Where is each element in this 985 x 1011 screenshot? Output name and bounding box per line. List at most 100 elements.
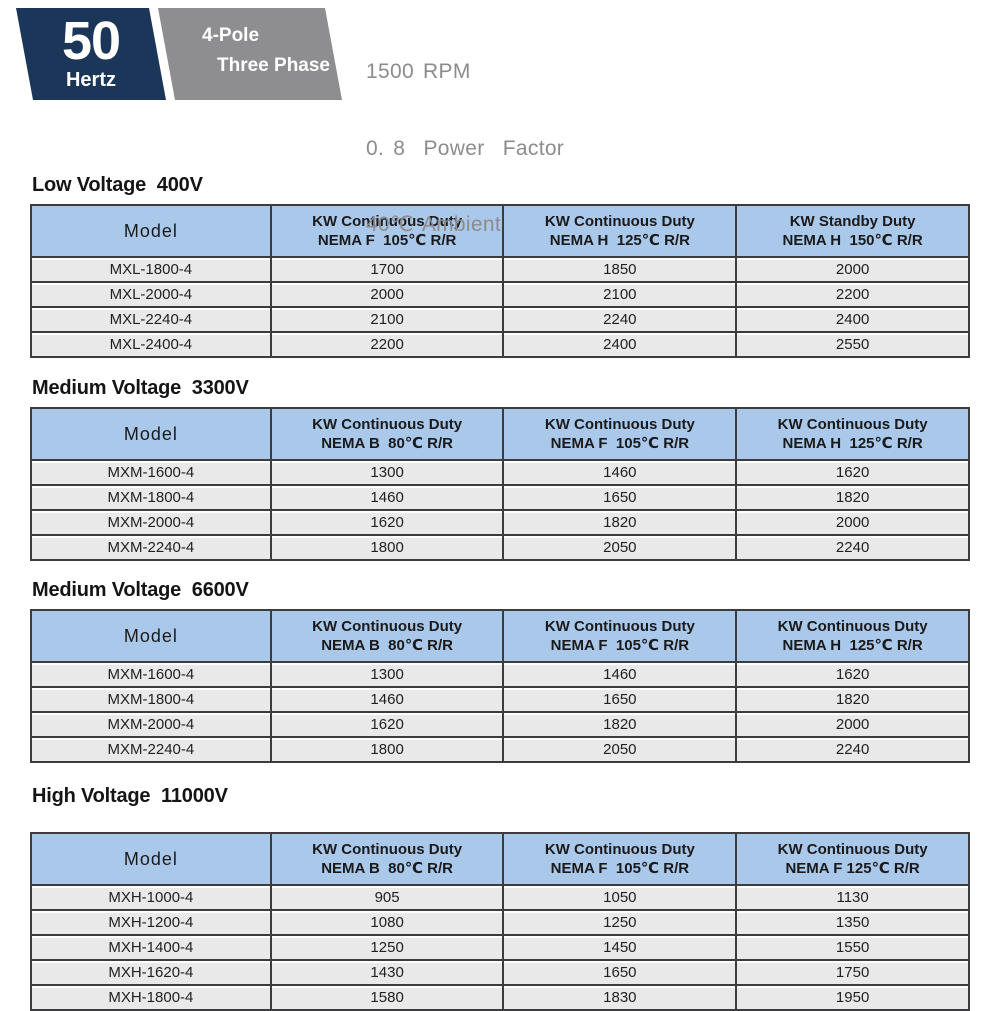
table-row: MXH-1000-4 905 1050 1130: [32, 884, 968, 909]
table-row: MXM-2240-4 1800 2050 2240: [32, 534, 968, 559]
model-cell: MXH-1200-4: [32, 909, 270, 934]
model-cell: MXH-1800-4: [32, 984, 270, 1009]
pole-phase-badge: 4-Pole Three Phase: [158, 8, 342, 100]
value-cell: 1250: [269, 934, 503, 959]
column-header: KW Continuous Duty NEMA B 80℃ R/R: [269, 834, 503, 884]
header-row: Model KW Continuous Duty NEMA B 80℃ R/R …: [32, 409, 968, 459]
model-cell: MXM-2000-4: [32, 711, 270, 736]
column-header: KW Continuous Duty NEMA H 125℃ R/R: [502, 206, 736, 256]
model-cell: MXM-2000-4: [32, 509, 270, 534]
model-cell: MXL-2240-4: [32, 306, 270, 331]
model-cell: MXM-2240-4: [32, 534, 270, 559]
header-line: KW Continuous Duty: [312, 416, 463, 433]
column-header: KW Continuous Duty NEMA B 80℃ R/R: [269, 409, 503, 459]
model-cell: MXL-2400-4: [32, 331, 270, 356]
model-cell: MXM-1600-4: [32, 459, 270, 484]
value-cell: 1800: [269, 534, 503, 559]
header-line: NEMA H 125℃ R/R: [782, 435, 923, 452]
value-cell: 2100: [269, 306, 503, 331]
value-cell: 1830: [502, 984, 736, 1009]
header-row: Model KW Continuous Duty NEMA F 105℃ R/R…: [32, 206, 968, 256]
specs-block: 1500 RPM 0. 8 Power Factor 40℃ Ambient: [366, 8, 564, 289]
header-row: Model KW Continuous Duty NEMA B 80℃ R/R …: [32, 834, 968, 884]
table-row: MXM-1800-4 1460 1650 1820: [32, 484, 968, 509]
column-header: KW Standby Duty NEMA H 150℃ R/R: [735, 206, 968, 256]
rpm-text: 1500 RPM: [366, 60, 471, 83]
frequency-badge: 50 Hertz: [16, 8, 166, 100]
value-cell: 1620: [735, 661, 968, 686]
section-title-low-voltage: Low Voltage 400V: [32, 174, 203, 196]
value-cell: 2000: [735, 509, 968, 534]
value-cell: 2000: [269, 281, 503, 306]
header-line: NEMA F 105℃ R/R: [317, 232, 457, 249]
value-cell: 1460: [269, 484, 503, 509]
value-cell: 1820: [502, 711, 736, 736]
value-cell: 1130: [735, 884, 968, 909]
table-row: MXL-1800-4 1700 1850 2000: [32, 256, 968, 281]
table-row: MXM-1600-4 1300 1460 1620: [32, 459, 968, 484]
value-cell: 1350: [735, 909, 968, 934]
table-row: MXH-1620-4 1430 1650 1750: [32, 959, 968, 984]
header-line: NEMA B 80℃ R/R: [321, 435, 454, 452]
table-row: MXM-2000-4 1620 1820 2000: [32, 711, 968, 736]
value-cell: 1750: [735, 959, 968, 984]
column-header-model: Model: [32, 611, 270, 661]
value-cell: 1820: [735, 484, 968, 509]
section-title-medium-voltage-3300: Medium Voltage 3300V: [32, 377, 249, 399]
value-cell: 1300: [269, 661, 503, 686]
value-cell: 2200: [735, 281, 968, 306]
column-header: KW Continuous Duty NEMA F 105℃ R/R: [502, 409, 736, 459]
header-line: NEMA F 105℃ R/R: [550, 637, 690, 654]
model-cell: MXL-1800-4: [32, 256, 270, 281]
header-line: KW Continuous Duty: [312, 213, 463, 230]
ambient-text: 40℃ Ambient: [366, 213, 501, 236]
value-cell: 2240: [502, 306, 736, 331]
value-cell: 2050: [502, 534, 736, 559]
spec-table-medium-voltage-3300: Model KW Continuous Duty NEMA B 80℃ R/R …: [30, 407, 970, 561]
value-cell: 2400: [735, 306, 968, 331]
spec-table-low-voltage: Model KW Continuous Duty NEMA F 105℃ R/R…: [30, 204, 970, 358]
column-header-model: Model: [32, 206, 270, 256]
value-cell: 1800: [269, 736, 503, 761]
header-line: KW Continuous Duty: [544, 841, 695, 858]
table-row: MXM-1800-4 1460 1650 1820: [32, 686, 968, 711]
column-header-model: Model: [32, 834, 270, 884]
header-line: KW Continuous Duty: [544, 618, 695, 635]
column-header: KW Continuous Duty NEMA F 125℃ R/R: [735, 834, 968, 884]
column-header: KW Continuous Duty NEMA F 105℃ R/R: [269, 206, 503, 256]
table-row: MXM-1600-4 1300 1460 1620: [32, 661, 968, 686]
header-line: NEMA H 125℃ R/R: [549, 232, 690, 249]
value-cell: 1650: [502, 484, 736, 509]
column-header: KW Continuous Duty NEMA H 125℃ R/R: [735, 611, 968, 661]
value-cell: 1460: [502, 661, 736, 686]
frequency-unit: Hertz: [65, 69, 116, 91]
section-title-high-voltage: High Voltage 11000V: [32, 785, 228, 807]
model-cell: MXM-1600-4: [32, 661, 270, 686]
column-header: KW Continuous Duty NEMA B 80℃ R/R: [269, 611, 503, 661]
header-line: KW Continuous Duty: [544, 213, 695, 230]
header-line: NEMA H 125℃ R/R: [782, 637, 923, 654]
value-cell: 2000: [735, 256, 968, 281]
header-line: NEMA F 125℃ R/R: [785, 860, 920, 877]
value-cell: 1460: [502, 459, 736, 484]
model-header-label: Model: [123, 848, 178, 869]
header-line: NEMA F 105℃ R/R: [550, 860, 690, 877]
value-cell: 1820: [502, 509, 736, 534]
value-cell: 1460: [269, 686, 503, 711]
model-cell: MXH-1400-4: [32, 934, 270, 959]
model-cell: MXH-1000-4: [32, 884, 270, 909]
pole-label: 4-Pole: [202, 25, 260, 46]
column-header: KW Continuous Duty NEMA H 125℃ R/R: [735, 409, 968, 459]
value-cell: 1950: [735, 984, 968, 1009]
header-line: KW Continuous Duty: [777, 416, 928, 433]
model-cell: MXM-1800-4: [32, 484, 270, 509]
table-row: MXH-1400-4 1250 1450 1550: [32, 934, 968, 959]
table-row: MXL-2400-4 2200 2400 2550: [32, 331, 968, 356]
value-cell: 1850: [502, 256, 736, 281]
value-cell: 1620: [269, 711, 503, 736]
header-line: KW Continuous Duty: [777, 618, 928, 635]
frequency-value: 50: [61, 11, 121, 71]
header-line: NEMA H 150℃ R/R: [782, 232, 923, 249]
model-cell: MXM-1800-4: [32, 686, 270, 711]
value-cell: 2240: [735, 736, 968, 761]
